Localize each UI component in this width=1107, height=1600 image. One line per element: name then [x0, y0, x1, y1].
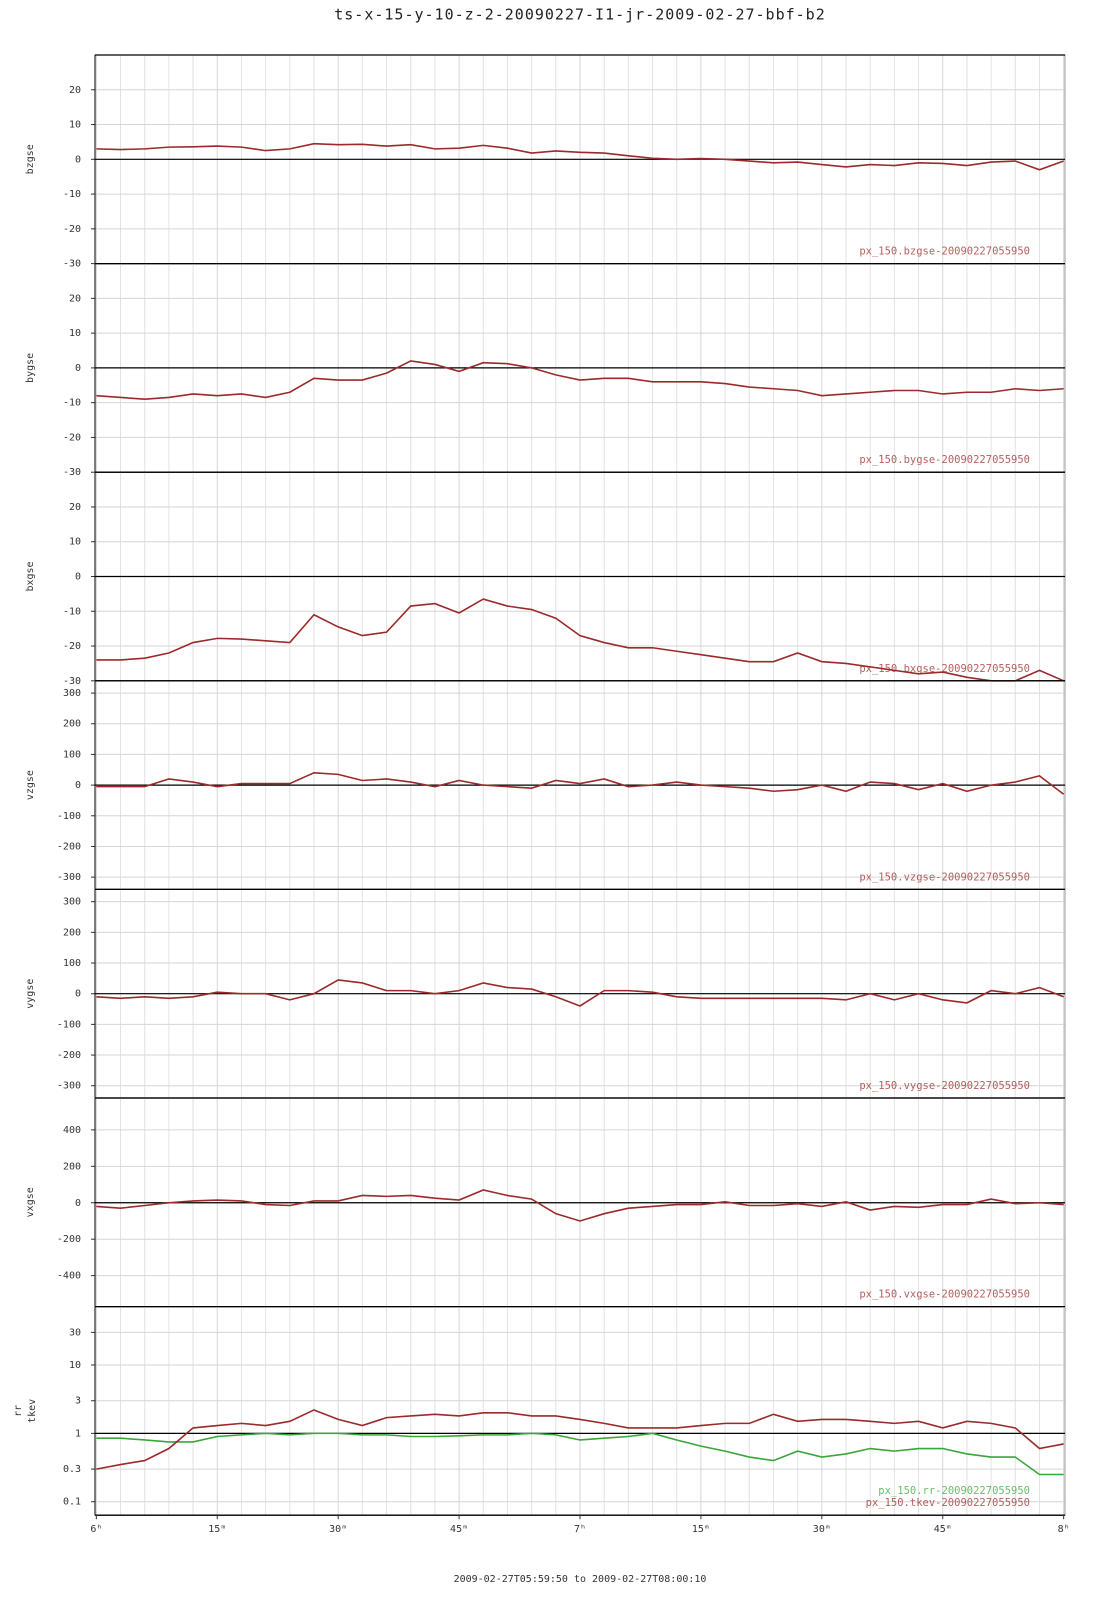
x-tick-label: 6ʰ [90, 1524, 102, 1535]
y-tick-label: 0 [75, 780, 81, 791]
legend-label: px_150.bygse-20090227055950 [859, 454, 1030, 466]
y-tick-label: 0.1 [63, 1497, 81, 1508]
y-tick-label: 30 [69, 1327, 81, 1338]
y-tick-label: 300 [63, 897, 81, 908]
y-tick-label: -100 [57, 811, 81, 822]
series-line [96, 1432, 1064, 1476]
y-tick-label: 200 [63, 927, 81, 938]
legend-label: px_150.bzgse-20090227055950 [859, 246, 1030, 258]
y-axis-label: vygse [25, 979, 36, 1009]
y-axis-label: rr [13, 1405, 24, 1417]
series-line [96, 598, 1064, 682]
series-line [96, 360, 1064, 400]
y-tick-label: 300 [63, 688, 81, 699]
y-tick-label: -200 [57, 1234, 81, 1245]
legend-label: px_150.rr-20090227055950 [878, 1485, 1030, 1497]
y-axis-label: tkev [27, 1399, 38, 1423]
y-tick-label: 0 [75, 154, 81, 165]
x-tick-label: 7ʰ [574, 1524, 586, 1535]
y-tick-label: 20 [69, 85, 81, 96]
y-tick-label: 1 [75, 1428, 81, 1439]
y-axis-label: bxgse [25, 561, 36, 591]
x-axis-label: 2009-02-27T05:59:50 to 2009-02-27T08:00:… [454, 1574, 707, 1585]
y-axis-label: vxgse [25, 1187, 36, 1217]
y-tick-label: 0 [75, 989, 81, 1000]
y-tick-label: 20 [69, 502, 81, 513]
y-tick-label: 20 [69, 293, 81, 304]
y-tick-label: -300 [57, 872, 81, 883]
y-tick-label: 10 [69, 537, 81, 548]
series-line [96, 772, 1065, 795]
y-axis-label: vzgse [25, 770, 36, 800]
y-tick-label: 0 [75, 1198, 81, 1209]
x-tick-label: 30ᵐ [813, 1524, 831, 1535]
x-tick-label: 15ᵐ [208, 1524, 226, 1535]
y-tick-label: -30 [63, 676, 81, 687]
legend-label: px_150.vxgse-20090227055950 [859, 1289, 1030, 1301]
y-tick-label: 3 [75, 1396, 81, 1407]
x-tick-label: 15ᵐ [692, 1524, 710, 1535]
y-axis-label: bzgse [25, 144, 36, 174]
x-tick-label: 45ᵐ [450, 1524, 468, 1535]
y-tick-label: 400 [63, 1125, 81, 1136]
y-tick-label: 0.3 [63, 1464, 81, 1475]
chart-title: ts-x-15-y-10-z-2-20090227-I1-jr-2009-02-… [334, 6, 826, 24]
x-tick-label: 8ʰ [1058, 1524, 1070, 1535]
y-tick-label: -10 [63, 398, 81, 409]
y-tick-label: -300 [57, 1081, 81, 1092]
x-tick-label: 45ᵐ [934, 1524, 952, 1535]
y-tick-label: -30 [63, 467, 81, 478]
y-tick-label: 100 [63, 749, 81, 760]
y-tick-label: 200 [63, 719, 81, 730]
y-tick-label: 10 [69, 120, 81, 131]
y-tick-label: -20 [63, 224, 81, 235]
y-tick-label: -20 [63, 641, 81, 652]
series-line [96, 979, 1064, 1007]
x-tick-label: 30ᵐ [329, 1524, 347, 1535]
y-tick-label: -400 [57, 1271, 81, 1282]
y-tick-label: -10 [63, 189, 81, 200]
series-line [96, 142, 1064, 171]
y-tick-label: 0 [75, 363, 81, 374]
legend-label: px_150.vygse-20090227055950 [859, 1080, 1030, 1092]
y-tick-label: 10 [69, 1360, 81, 1371]
y-tick-label: 0 [75, 572, 81, 583]
y-tick-label: 10 [69, 328, 81, 339]
y-tick-label: -30 [63, 259, 81, 270]
y-tick-label: 200 [63, 1161, 81, 1172]
y-axis-label: bygse [25, 353, 36, 383]
y-tick-label: -10 [63, 606, 81, 617]
legend-label: px_150.vzgse-20090227055950 [859, 871, 1030, 883]
series-line [96, 1189, 1064, 1222]
y-tick-label: -200 [57, 1050, 81, 1061]
y-tick-label: -20 [63, 432, 81, 443]
legend-label: px_150.bxgse-20090227055950 [859, 663, 1030, 675]
legend-label: px_150.tkev-20090227055950 [866, 1497, 1030, 1509]
y-tick-label: -100 [57, 1019, 81, 1030]
y-tick-label: 100 [63, 958, 81, 969]
series-line [96, 1409, 1064, 1470]
y-tick-label: -200 [57, 841, 81, 852]
